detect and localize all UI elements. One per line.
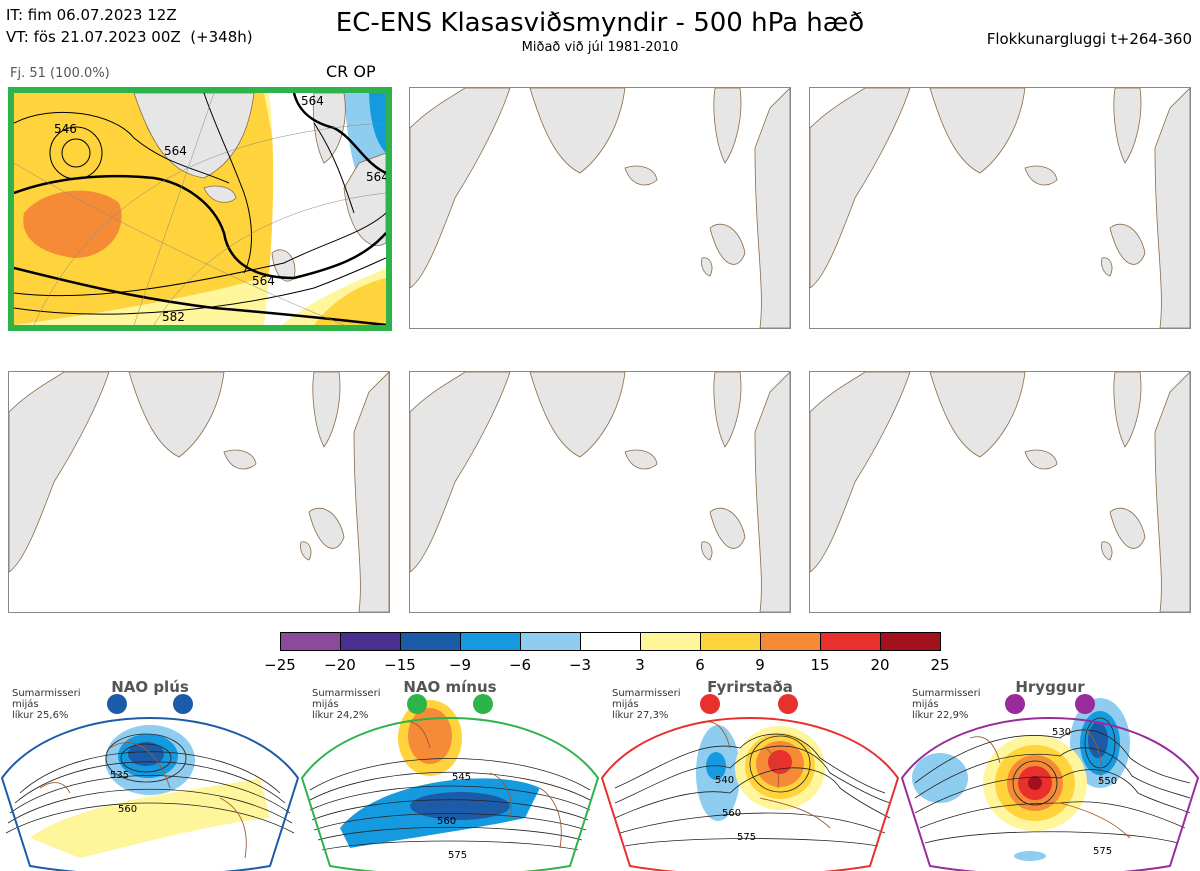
regime-marker xyxy=(700,694,720,714)
page-subtitle: Miðað við júl 1981-2010 xyxy=(521,40,679,55)
contour-label: 582 xyxy=(162,310,185,324)
regime-nao-minus-map: 545 560 575 xyxy=(300,694,600,871)
colorbar-tick-label: 25 xyxy=(930,656,950,674)
init-time: IT: fim 06.07.2023 12Z xyxy=(6,6,177,24)
cluster-map-1[interactable]: 546 564 564 582 582 564 564 xyxy=(8,87,392,331)
regime-blocking-map: 540 560 575 xyxy=(600,694,900,871)
regime-name: Hryggur xyxy=(1015,678,1085,696)
colorbar-swatch xyxy=(760,632,821,651)
colorbar-swatch xyxy=(580,632,641,651)
colorbar-swatch xyxy=(520,632,581,651)
regime-contour-label: 550 xyxy=(1098,776,1117,787)
regime-marker xyxy=(173,694,193,714)
regime-nao-plus[interactable]: 535 560 NAO plús Sumarmisseri mijás líkur … xyxy=(0,678,300,871)
colorbar-tick-label: 15 xyxy=(810,656,830,674)
regime-blocking[interactable]: 540 560 575 Fyrirstaða Sumarmisseri mijás… xyxy=(600,678,900,871)
regime-contour-label: 560 xyxy=(722,808,741,819)
regime-info: Sumarmisseri mijás líkur 27,3% xyxy=(612,688,681,721)
colorbar-tick-label: 20 xyxy=(870,656,890,674)
colorbar-tick-label: −9 xyxy=(448,656,472,674)
regime-contour-label: 530 xyxy=(1052,727,1071,738)
colorbar-tick-label: 9 xyxy=(755,656,765,674)
cluster-map-5-canvas xyxy=(410,372,790,612)
colorbar-swatch xyxy=(400,632,461,651)
regime-contour-label: 575 xyxy=(737,832,756,843)
cluster-map-1-canvas: 546 564 564 582 582 564 564 xyxy=(14,93,386,325)
contour-label: 564 xyxy=(366,170,386,184)
contour-label: 564 xyxy=(301,94,324,108)
cluster-map-3[interactable] xyxy=(809,87,1191,329)
regime-marker xyxy=(1005,694,1025,714)
regime-ridge[interactable]: 530 550 575 Hryggur Sumarmisseri mijás lík… xyxy=(900,678,1200,871)
valid-time: VT: fös 21.07.2023 00Z (+348h) xyxy=(6,28,253,46)
regime-name: NAO plús xyxy=(111,678,189,696)
colorbar-tick-label: −6 xyxy=(508,656,532,674)
colorbar-tick-label: −3 xyxy=(568,656,592,674)
regime-marker xyxy=(407,694,427,714)
cluster-map-6-canvas xyxy=(810,372,1190,612)
regime-nao-minus[interactable]: 545 560 575 NAO mínus Sumarmisseri mijás l… xyxy=(300,678,600,871)
regime-marker xyxy=(473,694,493,714)
regime-contour-label: 575 xyxy=(448,850,467,861)
colorbar-tick-label: 3 xyxy=(635,656,645,674)
regime-marker xyxy=(107,694,127,714)
regime-info: Sumarmisseri mijás líkur 25,6% xyxy=(12,688,81,721)
colorbar-swatch xyxy=(820,632,881,651)
colorbar-tick-label: −20 xyxy=(324,656,356,674)
regime-contour-label: 560 xyxy=(437,816,456,827)
cluster-label: Fj. 51 (100.0%) xyxy=(10,66,110,81)
colorbar-swatch xyxy=(880,632,941,651)
colorbar-tick-label: 6 xyxy=(695,656,705,674)
regime-marker xyxy=(778,694,798,714)
cluster-map-2[interactable] xyxy=(409,87,791,329)
cluster-map-4-canvas xyxy=(9,372,389,612)
cluster-type-label: CR OP xyxy=(326,62,376,81)
contour-label: 564 xyxy=(164,144,187,158)
regime-contour-label: 560 xyxy=(118,804,137,815)
cluster-map-3-canvas xyxy=(810,88,1190,328)
regime-contour-label: 575 xyxy=(1093,846,1112,857)
colorbar-tick-label: −15 xyxy=(384,656,416,674)
cluster-map-6[interactable] xyxy=(809,371,1191,613)
colorbar-swatch xyxy=(700,632,761,651)
page-title: EC-ENS Klasasviðsmyndir - 500 hPa hæð xyxy=(335,8,865,38)
regime-marker xyxy=(1075,694,1095,714)
regime-contour-label: 535 xyxy=(110,770,129,781)
classification-window: Flokkunargluggi t+264-360 xyxy=(986,30,1192,48)
colorbar-swatch xyxy=(340,632,401,651)
regime-nao-plus-map: 535 560 xyxy=(0,694,300,871)
regime-info: Sumarmisseri mijás líkur 22,9% xyxy=(912,688,981,721)
contour-label: 546 xyxy=(54,122,77,136)
colorbar-swatch xyxy=(460,632,521,651)
regime-info: Sumarmisseri mijás líkur 24,2% xyxy=(312,688,381,721)
regime-name: NAO mínus xyxy=(403,678,497,696)
colorbar-swatch xyxy=(640,632,701,651)
contour-label: 564 xyxy=(252,274,275,288)
colorbar-tick-label: −25 xyxy=(264,656,296,674)
regime-contour-label: 540 xyxy=(715,775,734,786)
regime-contour-label: 545 xyxy=(452,772,471,783)
regime-ridge-map: 530 550 575 xyxy=(900,694,1200,871)
regime-name: Fyrirstaða xyxy=(707,678,793,696)
cluster-map-2-canvas xyxy=(410,88,790,328)
cluster-map-4[interactable] xyxy=(8,371,390,613)
cluster-map-5[interactable] xyxy=(409,371,791,613)
